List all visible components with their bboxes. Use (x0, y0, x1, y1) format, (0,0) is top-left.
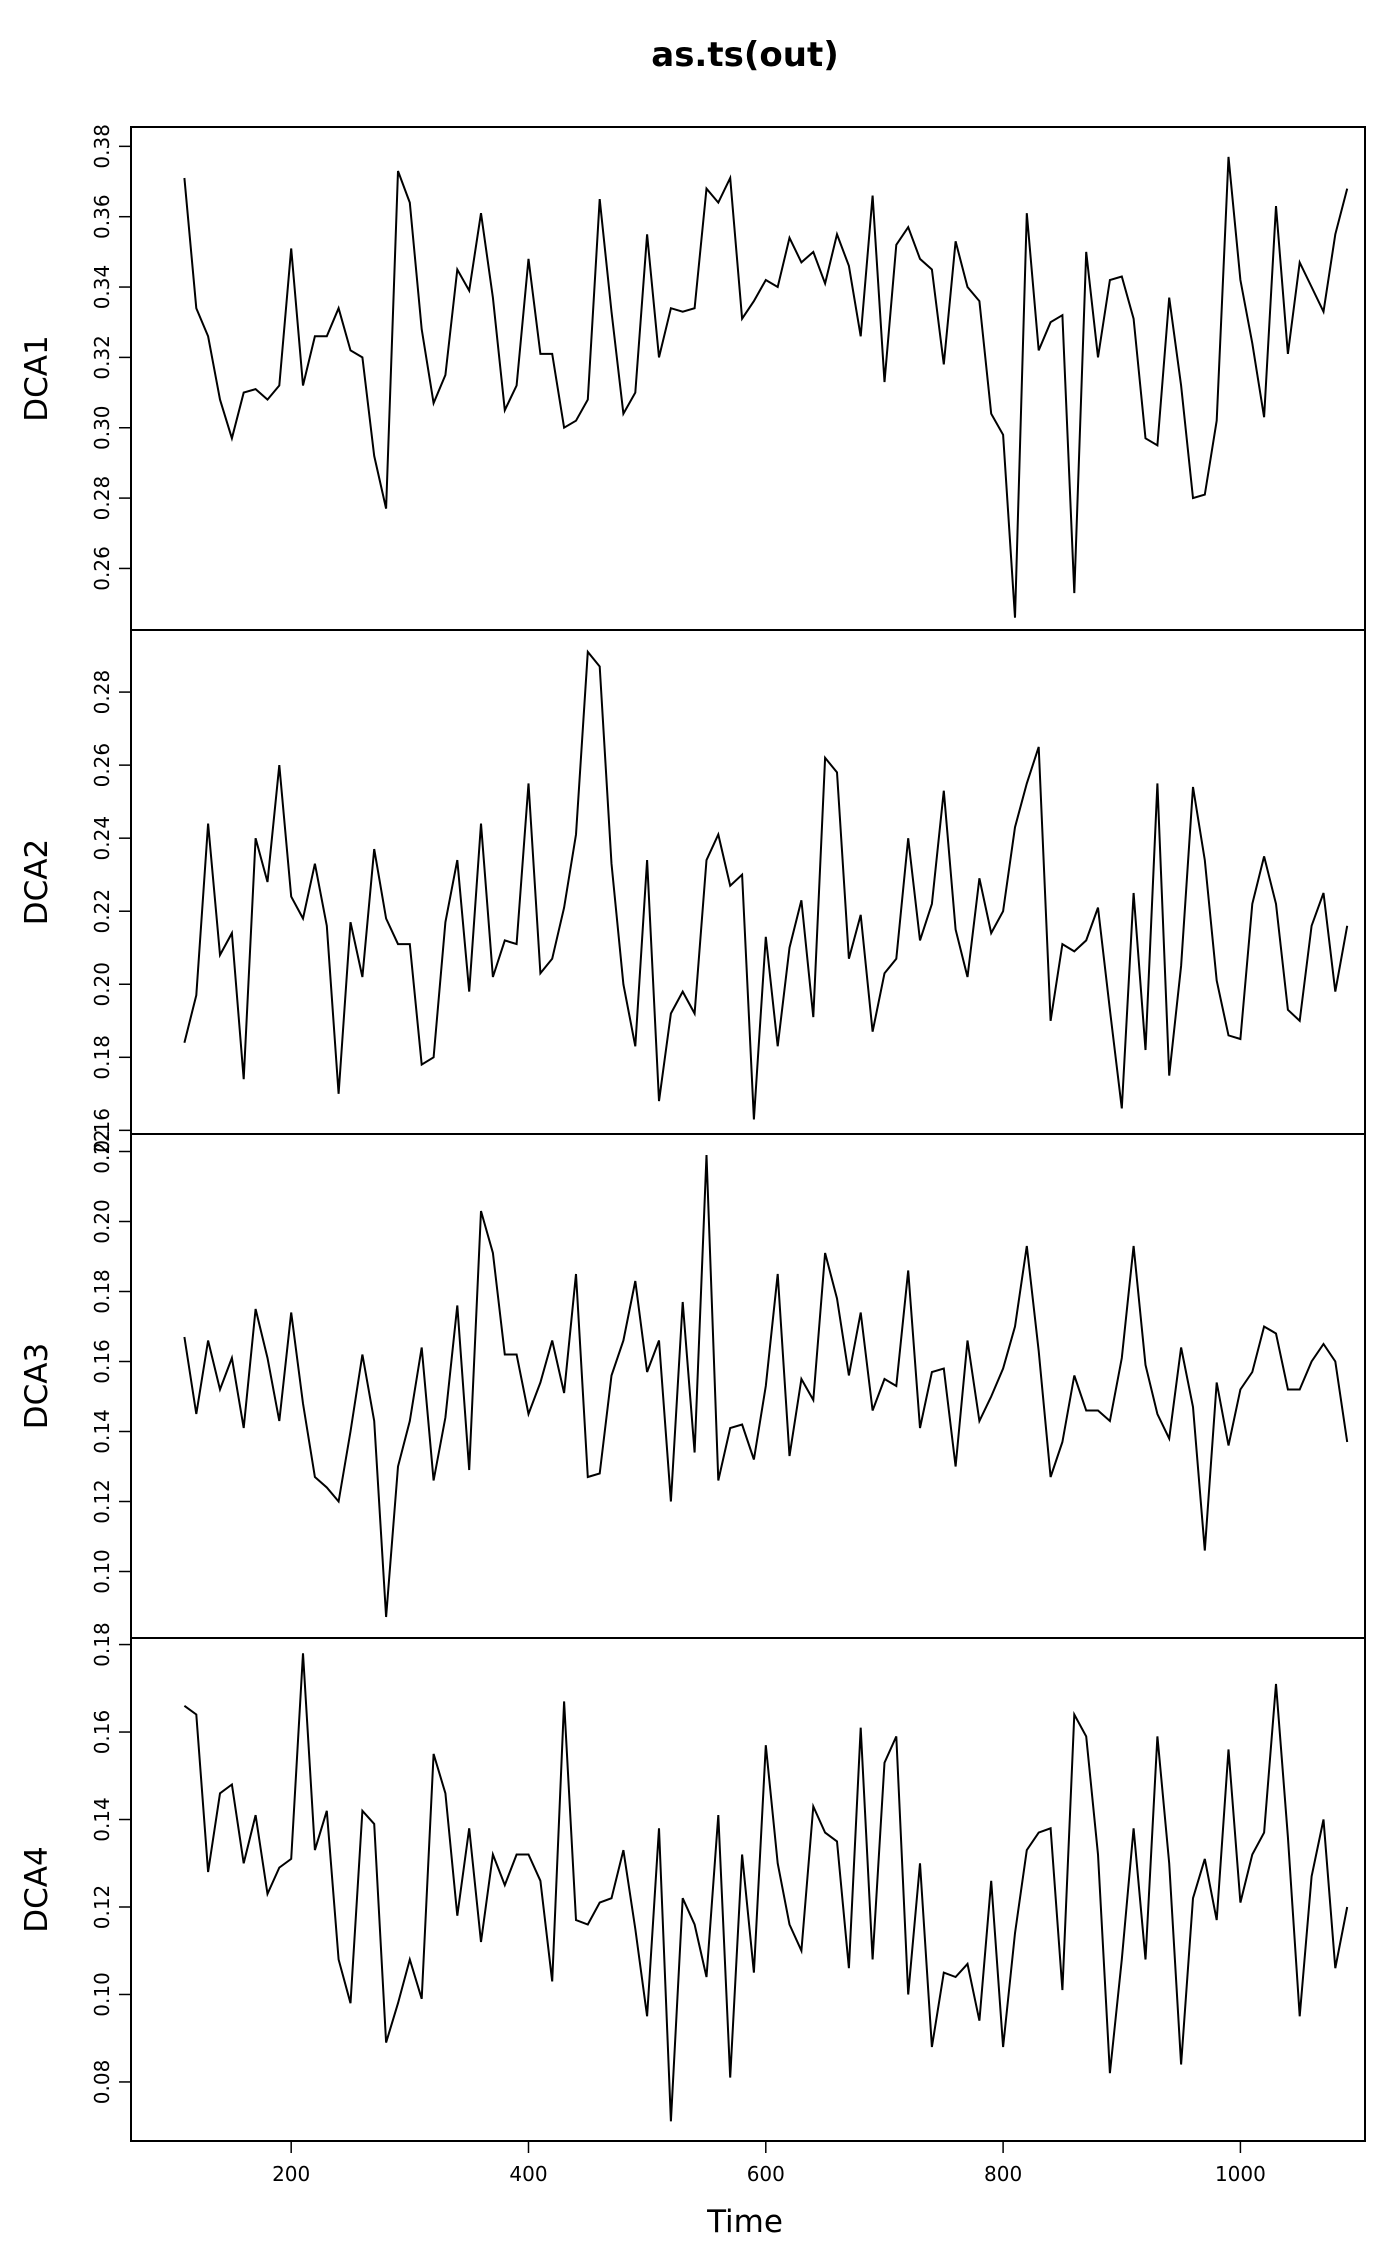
y-tick-label: 0.14 (90, 1409, 114, 1454)
y-tick-label: 0.18 (90, 1622, 114, 1667)
y-tick-label: 0.26 (90, 743, 114, 788)
y-tick-label: 0.16 (90, 1108, 114, 1153)
y-tick-label: 0.08 (90, 2060, 114, 2105)
series-line-dca2 (183, 649, 1349, 1120)
y-tick-label: 0.36 (90, 194, 114, 239)
y-tick-label: 0.32 (90, 335, 114, 380)
series-line-dca4 (183, 1653, 1349, 2122)
y-tick-label: 0.20 (90, 1199, 114, 1244)
y-tick-label: 0.18 (90, 1035, 114, 1080)
x-tick-label: 1000 (1215, 2162, 1266, 2186)
x-tick-label: 400 (509, 2162, 547, 2186)
y-axis-label: DCA4 (19, 1846, 55, 1932)
panel-dca1: 0.26 0.28 0.30 0.32 0.34 0.36 0.38 DCA1 (19, 124, 1366, 631)
panel-frame (130, 629, 1366, 1135)
y-tick-label: 0.12 (90, 1885, 114, 1930)
panel-dca3: 0.10 0.12 0.14 0.16 0.18 0.20 0.22 DCA3 (19, 1129, 1366, 1639)
x-axis-label: Time (706, 2204, 783, 2240)
panel-dca2: 0.16 0.18 0.20 0.22 0.24 0.26 0.28 DCA2 (19, 629, 1366, 1153)
y-tick-label: 0.16 (90, 1339, 114, 1384)
y-tick-label: 0.18 (90, 1269, 114, 1314)
y-tick-label: 0.28 (90, 670, 114, 715)
y-tick-label: 0.38 (90, 124, 114, 169)
y-tick-label: 0.34 (90, 265, 114, 310)
y-tick-label: 0.10 (90, 1549, 114, 1594)
x-axis: 200 400 600 800 1000 (272, 2141, 1266, 2186)
panel-frame (130, 1133, 1366, 1639)
y-tick-label: 0.24 (90, 816, 114, 861)
y-tick-label: 0.22 (90, 1129, 114, 1174)
y-axis-label: DCA1 (19, 335, 55, 421)
y-tick-label: 0.14 (90, 1797, 114, 1842)
series-line-dca1 (183, 156, 1349, 618)
x-tick-label: 200 (272, 2162, 310, 2186)
x-tick-label: 600 (747, 2162, 785, 2186)
y-axis-label: DCA2 (19, 839, 55, 925)
x-tick-label: 800 (984, 2162, 1022, 2186)
series-line-dca3 (183, 1154, 1349, 1618)
y-tick-label: 0.26 (90, 546, 114, 591)
panel-frame (130, 1637, 1366, 2142)
y-tick-label: 0.10 (90, 1972, 114, 2017)
y-tick-label: 0.22 (90, 889, 114, 934)
panels-group: 0.26 0.28 0.30 0.32 0.34 0.36 0.38 DCA1 0.16 0.18… (19, 124, 1366, 2142)
y-tick-label: 0.12 (90, 1479, 114, 1524)
y-tick-label: 0.30 (90, 405, 114, 450)
y-tick-label: 0.16 (90, 1710, 114, 1755)
panel-dca4: 0.08 0.10 0.12 0.14 0.16 0.18 DCA4 (19, 1622, 1366, 2142)
y-axis-label: DCA3 (19, 1343, 55, 1429)
chart-title: as.ts(out) (651, 35, 838, 75)
y-tick-label: 0.28 (90, 476, 114, 521)
y-tick-label: 0.20 (90, 962, 114, 1007)
